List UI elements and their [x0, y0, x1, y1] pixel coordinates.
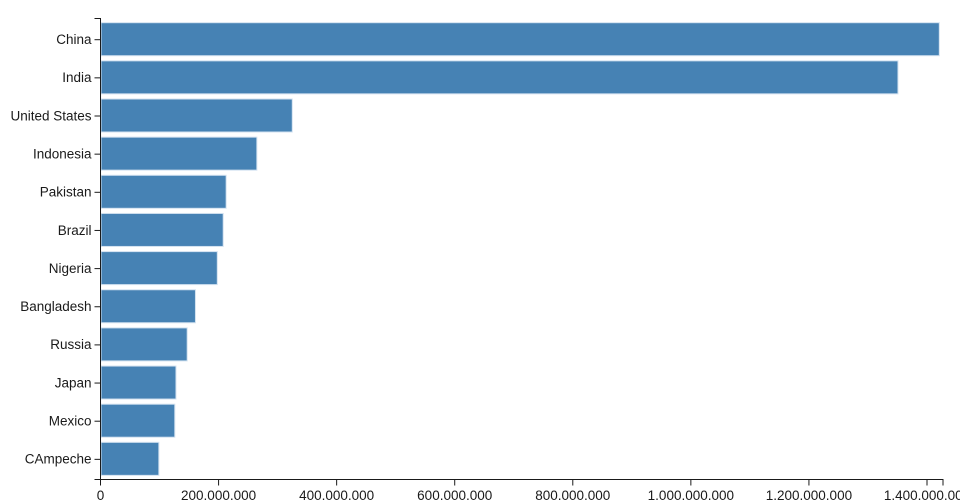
x-tick-label-2: 400,000,000 — [299, 488, 374, 500]
bar-indonesia — [100, 136, 258, 171]
y-tick-label-pakistan: Pakistan — [40, 185, 92, 200]
bar-bangladesh — [100, 289, 196, 324]
y-tick-label-japan: Japan — [55, 375, 92, 390]
x-tick-label-5: 1,000,000,000 — [648, 488, 734, 500]
bar-brazil — [100, 212, 224, 247]
bar-pakistan — [100, 174, 227, 209]
y-tick-label-campeche: CAmpeche — [25, 452, 92, 467]
x-tick-label-0: 0 — [97, 488, 105, 500]
bar-mexico — [100, 403, 176, 438]
x-tick-label-6: 1,200,000,000 — [766, 488, 852, 500]
y-tick-label-brazil: Brazil — [58, 223, 92, 238]
x-axis-line — [94, 479, 944, 486]
y-tick-label-nigeria: Nigeria — [49, 261, 92, 276]
bar-china — [100, 22, 940, 57]
bar-campeche — [100, 441, 160, 476]
y-axis-line — [94, 18, 101, 480]
bar-nigeria — [100, 251, 218, 286]
bar-russia — [100, 327, 188, 362]
x-tick-label-1: 200,000,000 — [181, 488, 256, 500]
y-tick-label-china: China — [56, 32, 92, 47]
x-tick-label-7: 1,400,000,000 — [884, 488, 960, 500]
y-tick-label-mexico: Mexico — [49, 414, 92, 429]
y-tick-label-russia: Russia — [50, 337, 92, 352]
x-tick-label-4: 800,000,000 — [535, 488, 610, 500]
bar-india — [100, 60, 899, 95]
x-tick-label-3: 600,000,000 — [417, 488, 492, 500]
y-tick-label-indonesia: Indonesia — [33, 146, 92, 161]
bar-united-states — [100, 98, 293, 133]
y-tick-label-united-states: United States — [10, 108, 91, 123]
y-tick-label-india: India — [62, 70, 92, 85]
bar-japan — [100, 365, 177, 400]
y-tick-label-bangladesh: Bangladesh — [20, 299, 91, 314]
